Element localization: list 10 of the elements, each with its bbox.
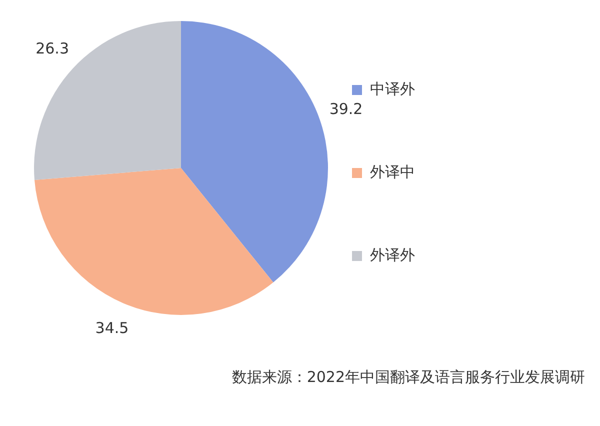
data-label: 39.2 [329,100,363,118]
pie-slice [34,21,181,180]
pie-slice [34,168,274,315]
data-label: 34.5 [95,318,129,337]
legend-label: 中译外 [370,80,415,98]
legend-label: 外译中 [370,163,415,182]
source-note: 数据来源：2022年中国翻译及语言服务行业发展调研 [232,368,585,386]
legend-label: 外译外 [370,246,415,264]
data-label: 26.3 [36,40,70,58]
pie-slice [181,21,328,282]
